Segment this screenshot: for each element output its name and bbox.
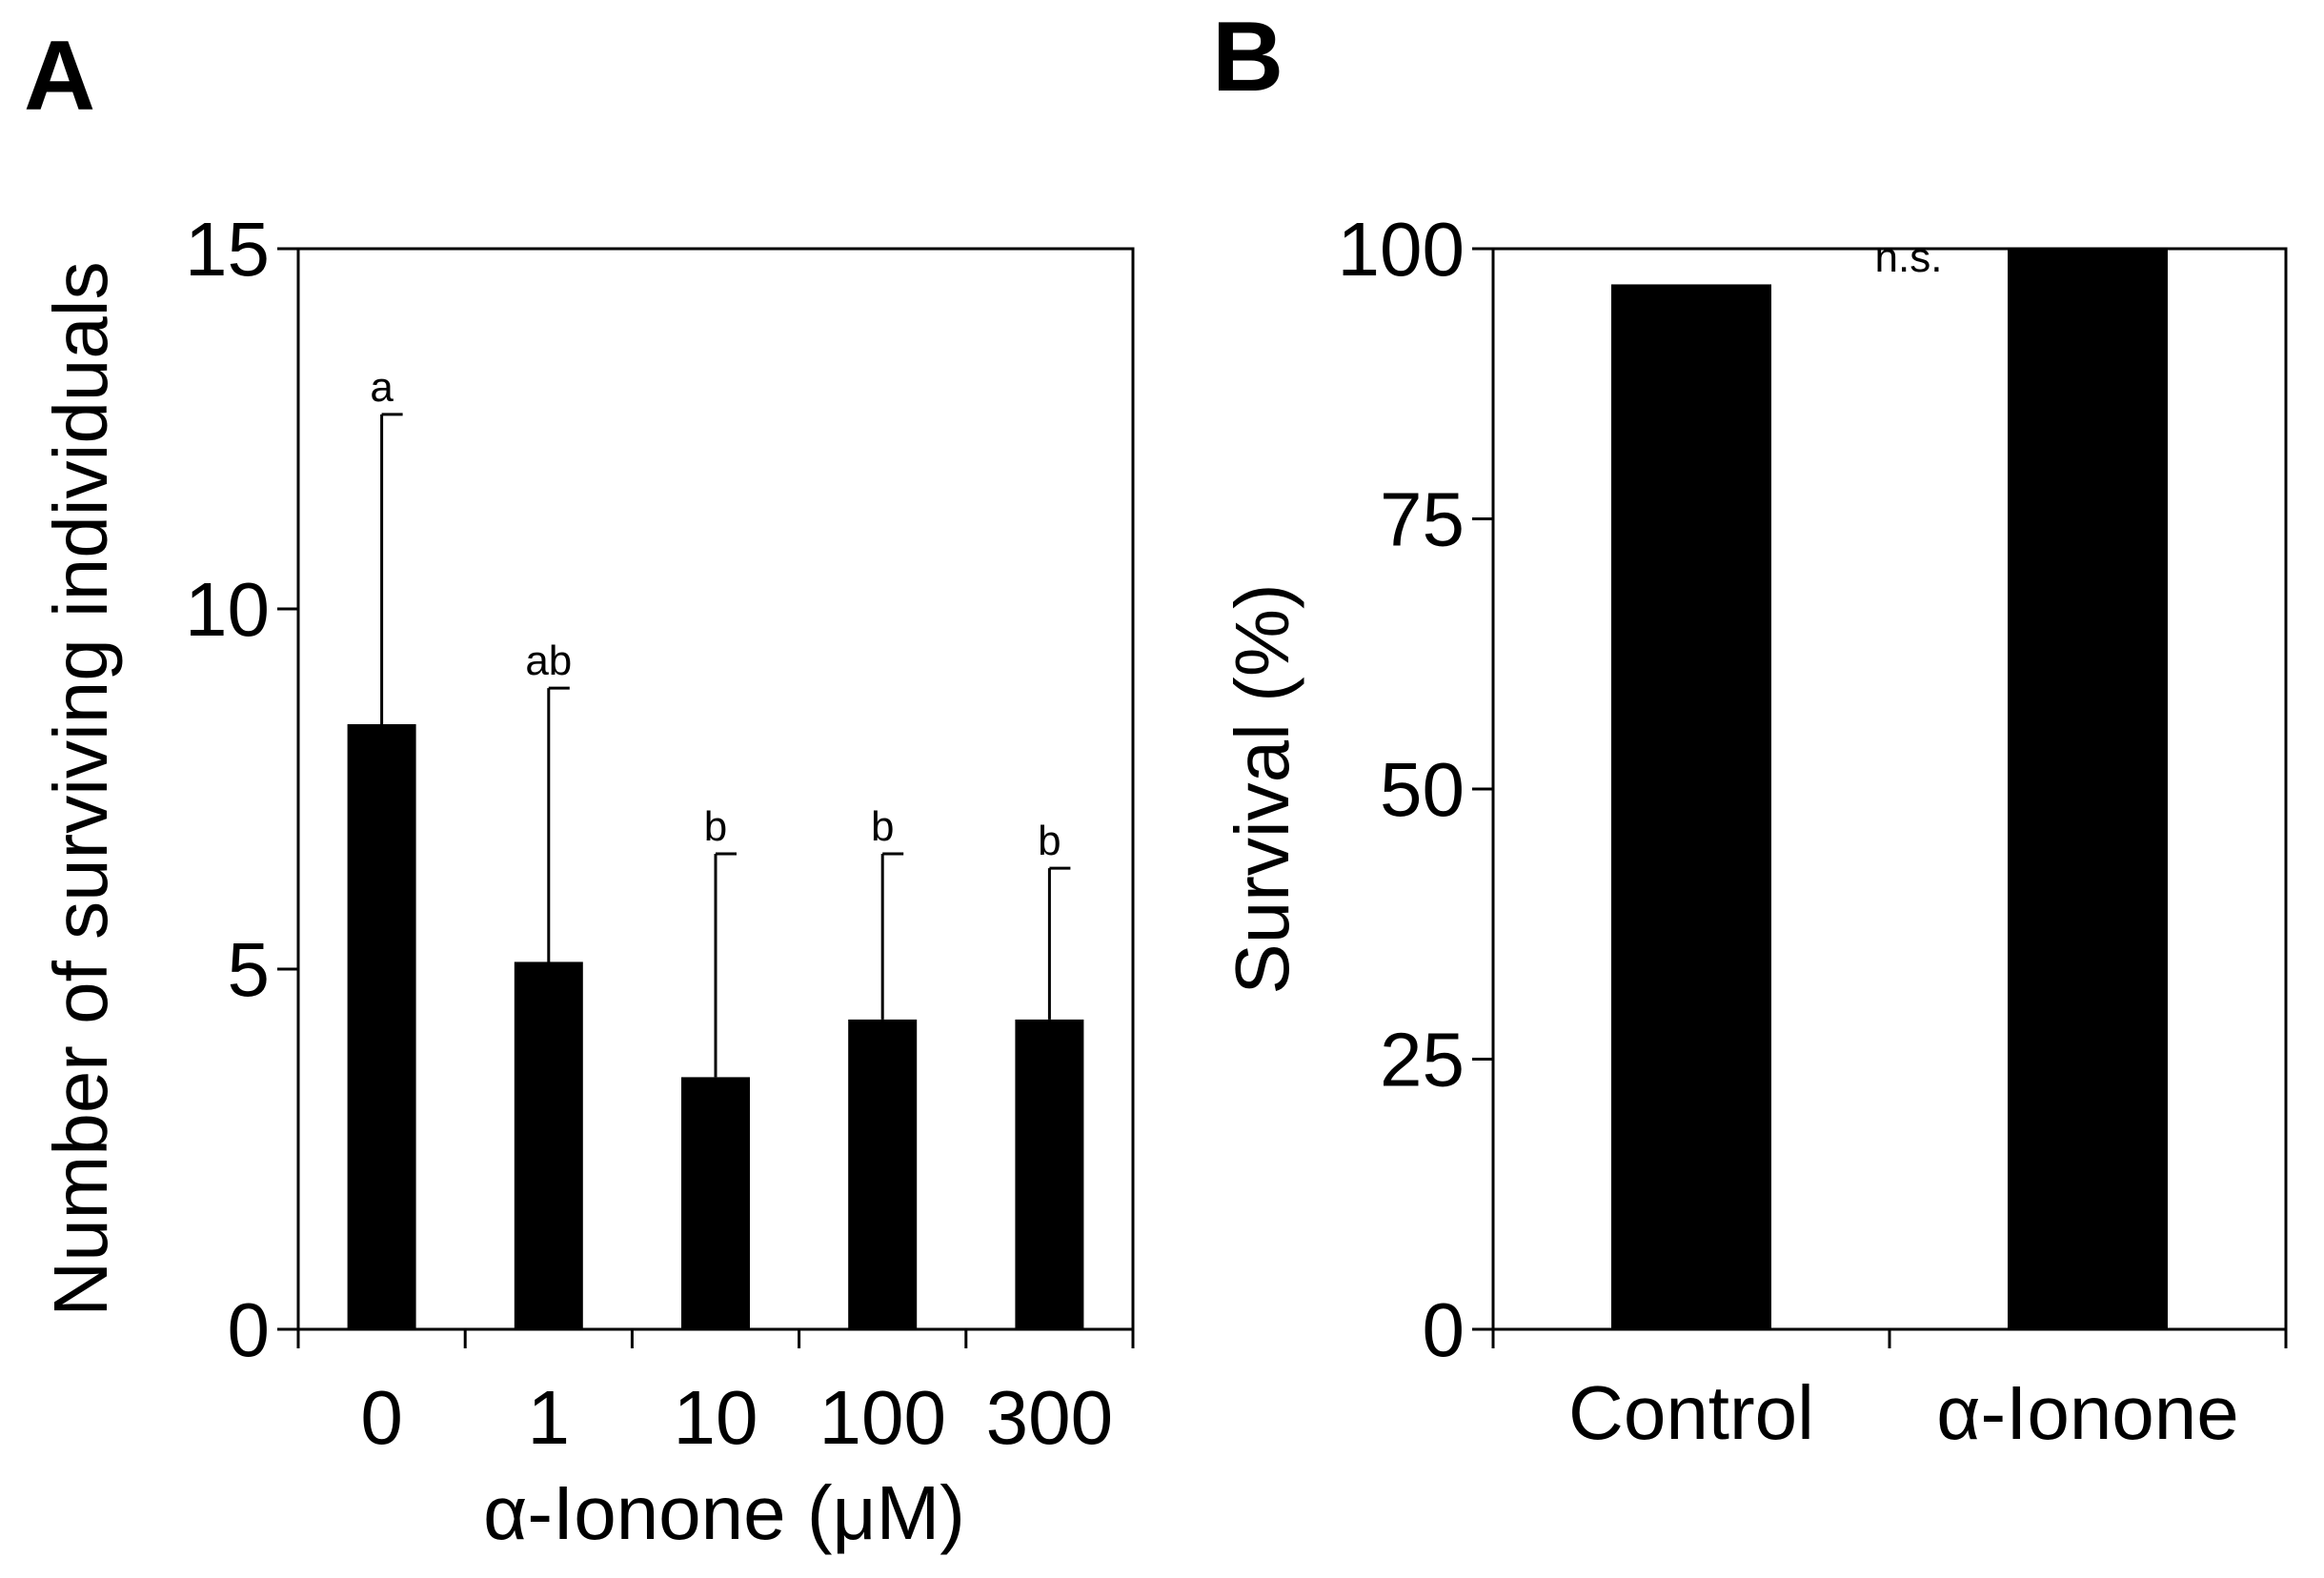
- panel-b-chart: 0 25 50 75 100 Control α-Ionone n.s. Survival …: [1220, 207, 2288, 1455]
- panel-a-x-tick-label: 300: [986, 1375, 1113, 1460]
- panel-b-x-tick-label: Control: [1568, 1370, 1814, 1455]
- panel-a-significance-label: b: [704, 803, 727, 850]
- panel-a-y-tick-label: 0: [228, 1287, 271, 1372]
- panel-a-chart: 0 5 10 15 0 1 10 100 300 a ab b b b α-Ionone (μM) Nu…: [38, 207, 1135, 1555]
- panel-a-x-tick-label: 0: [360, 1375, 403, 1460]
- panel-b-y-tick-label: 25: [1380, 1018, 1465, 1103]
- panel-a-x-axis-title: α-Ionone (μM): [483, 1470, 965, 1555]
- panel-a-x-tick-label: 10: [674, 1375, 758, 1460]
- panel-a-bar-1: [514, 961, 583, 1329]
- panel-a-letter: A: [24, 21, 95, 132]
- panel-b-axes: 0 25 50 75 100 Control α-Ionone: [1338, 207, 2288, 1455]
- panel-a-significance-label: ab: [525, 637, 572, 684]
- panel-a-y-tick-label: 5: [228, 927, 271, 1012]
- panel-a-significance-label: b: [871, 803, 894, 850]
- panel-a-y-axis-title: Number of surviving individuals: [38, 261, 123, 1316]
- panel-b-bar-Control: [1611, 284, 1771, 1329]
- panel-b-y-tick-label: 50: [1380, 747, 1465, 832]
- panel-b-y-axis-title: Survival (%): [1220, 583, 1304, 994]
- panel-a-axes: 0 5 10 15 0 1 10 100 300: [185, 207, 1135, 1460]
- panel-b-y-tick-label: 0: [1423, 1287, 1465, 1372]
- panel-a-y-tick-label: 10: [185, 567, 270, 652]
- panel-a-x-tick-label: 100: [818, 1375, 945, 1460]
- panel-b-ns-annotation: n.s.: [1875, 234, 1943, 281]
- panel-a-bar-0: [347, 723, 416, 1329]
- panel-a-bars: a ab b b b: [347, 364, 1084, 1329]
- panel-b-bar-α-Ionone: [2008, 249, 2168, 1329]
- panel-b-y-tick-label: 100: [1338, 207, 1465, 292]
- panel-a-x-tick-label: 1: [528, 1375, 571, 1460]
- panel-a-significance-label: b: [1038, 818, 1061, 864]
- panel-a-y-tick-label: 15: [185, 207, 270, 292]
- panel-b-y-tick-label: 75: [1380, 477, 1465, 562]
- panel-b-letter: B: [1212, 2, 1283, 112]
- panel-a-bar-10: [681, 1077, 750, 1329]
- panel-b-x-tick-label: α-Ionone: [1936, 1370, 2239, 1455]
- panel-a-significance-label: a: [370, 364, 394, 411]
- panel-a-bar-100: [848, 1019, 918, 1329]
- panel-b-bars: [1611, 249, 2168, 1329]
- panel-a-bar-300: [1015, 1019, 1084, 1329]
